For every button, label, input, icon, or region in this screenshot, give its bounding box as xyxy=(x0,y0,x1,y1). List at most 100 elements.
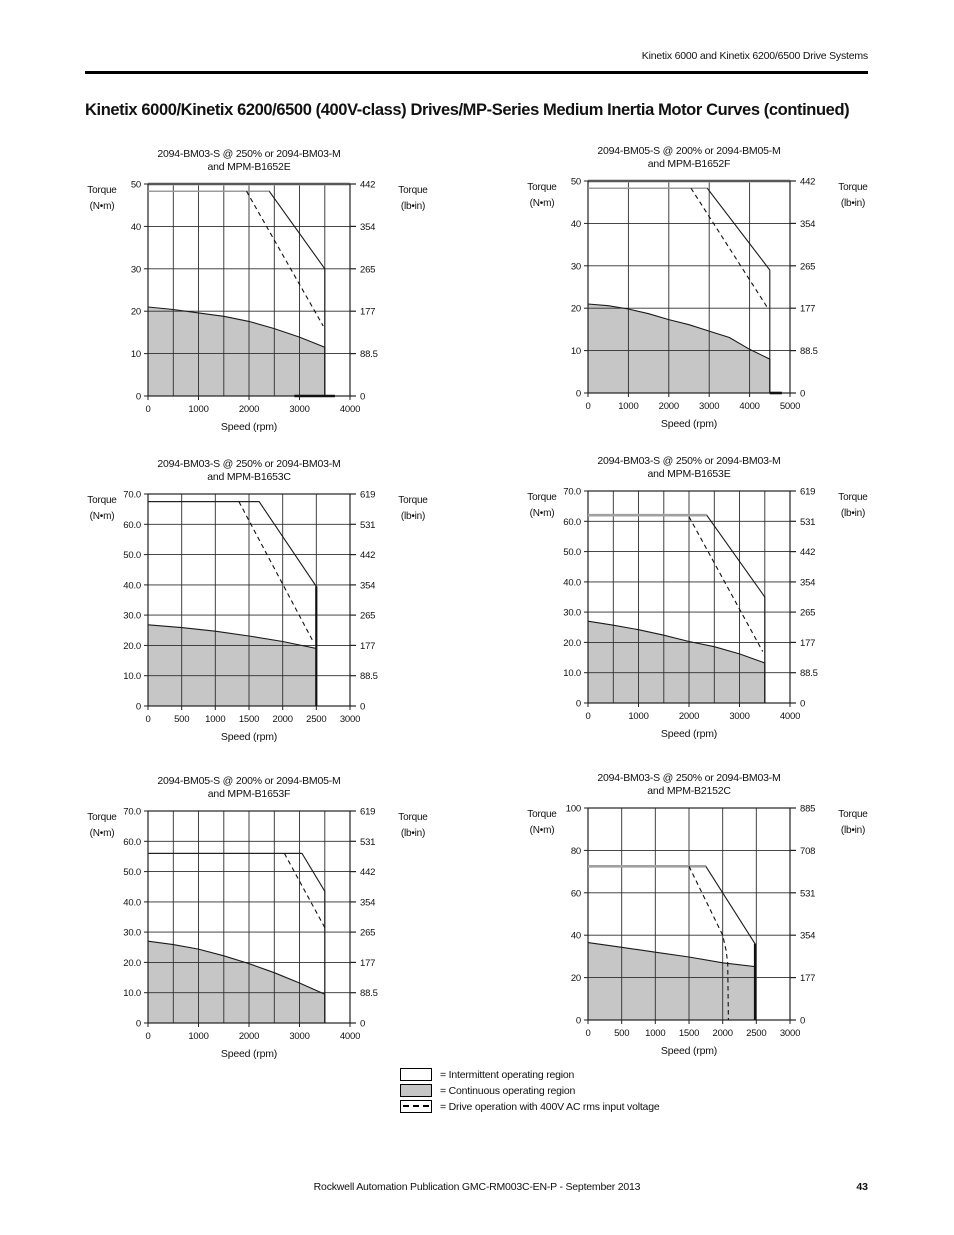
svg-text:2000: 2000 xyxy=(679,711,699,722)
svg-text:265: 265 xyxy=(800,608,815,619)
svg-text:10.0: 10.0 xyxy=(123,671,141,682)
chart-canvas: 70.0 619 60.0 531 50.0 442 40.0 354 30.0 265 20.0 1… xyxy=(85,803,435,1066)
chart-canvas: 50 442 40 354 30 265 20 177 10 88.5 0 0 0 1000 2000 300… xyxy=(85,176,435,439)
axis-labels: Torque (N•m) Torque (lb•in) Speed (rpm) xyxy=(87,812,428,1060)
svg-text:0: 0 xyxy=(576,1016,581,1027)
svg-text:1000: 1000 xyxy=(188,1031,208,1042)
svg-text:531: 531 xyxy=(360,520,375,531)
svg-text:2500: 2500 xyxy=(746,1028,766,1039)
svg-text:50: 50 xyxy=(131,180,141,191)
chart-block-mpm-b1653c: 2094-BM03-S @ 250% or 2094-BM03-M and MP… xyxy=(85,458,435,749)
continuous-boundary-line xyxy=(147,306,326,396)
intermittent-line xyxy=(148,190,335,398)
svg-text:88.5: 88.5 xyxy=(800,346,818,357)
continuous-boundary-line xyxy=(587,620,766,703)
continuous-region xyxy=(148,307,325,396)
svg-text:531: 531 xyxy=(360,837,375,848)
svg-text:1500: 1500 xyxy=(679,1028,699,1039)
chart-title-line1: 2094-BM05-S @ 200% or 2094-BM05-M xyxy=(157,775,341,787)
dashed-400v-line xyxy=(246,190,324,327)
svg-text:20: 20 xyxy=(571,973,581,984)
svg-text:70.0: 70.0 xyxy=(123,490,141,501)
intermittent-line xyxy=(148,501,318,706)
svg-text:354: 354 xyxy=(360,580,375,591)
svg-text:1500: 1500 xyxy=(239,714,259,725)
svg-text:Torque: Torque xyxy=(87,812,117,823)
chart-legend: = Intermittent operating region = Contin… xyxy=(400,1068,660,1116)
svg-text:354: 354 xyxy=(800,931,815,942)
chart-title-line1: 2094-BM03-S @ 250% or 2094-BM03-M xyxy=(157,148,341,160)
svg-text:Speed (rpm): Speed (rpm) xyxy=(661,1045,717,1057)
svg-text:(lb•in): (lb•in) xyxy=(401,828,425,839)
svg-text:265: 265 xyxy=(360,928,375,939)
chart-title-line2: and MPM-B1652F xyxy=(647,158,731,170)
svg-text:442: 442 xyxy=(360,180,375,191)
chart-title: 2094-BM05-S @ 200% or 2094-BM05-M and MP… xyxy=(85,775,413,801)
chart-plot-svg: 70.0 619 60.0 531 50.0 442 40.0 354 30.0 265 20.0 1… xyxy=(87,490,428,744)
svg-text:354: 354 xyxy=(800,577,815,588)
svg-text:0: 0 xyxy=(145,404,150,415)
chart-title-line2: and MPM-B1652E xyxy=(207,161,291,173)
legend-item-400v-dashed: = Drive operation with 400V AC rms input… xyxy=(400,1100,660,1113)
chart-plot-svg: 70.0 619 60.0 531 50.0 442 40.0 354 30.0 265 20.0 1… xyxy=(87,807,428,1061)
svg-text:265: 265 xyxy=(360,264,375,275)
svg-text:Torque: Torque xyxy=(87,185,117,196)
svg-text:20.0: 20.0 xyxy=(123,958,141,969)
chart-canvas: 70.0 619 60.0 531 50.0 442 40.0 354 30.0 265 20.0 1… xyxy=(525,483,875,746)
svg-text:442: 442 xyxy=(360,867,375,878)
svg-text:Torque: Torque xyxy=(87,495,117,506)
svg-text:10: 10 xyxy=(131,349,141,360)
svg-text:0: 0 xyxy=(800,699,805,710)
svg-text:0: 0 xyxy=(585,1028,590,1039)
header-rule xyxy=(85,71,868,74)
svg-text:531: 531 xyxy=(800,888,815,899)
svg-text:0: 0 xyxy=(136,392,141,403)
svg-text:177: 177 xyxy=(360,958,375,969)
svg-text:10: 10 xyxy=(571,346,581,357)
intermittent-region-swatch-icon xyxy=(400,1068,432,1081)
svg-text:30: 30 xyxy=(571,261,581,272)
svg-text:0: 0 xyxy=(145,1031,150,1042)
svg-text:0: 0 xyxy=(136,702,141,713)
svg-text:Torque: Torque xyxy=(527,182,557,193)
svg-text:30.0: 30.0 xyxy=(123,611,141,622)
svg-text:4000: 4000 xyxy=(340,1031,360,1042)
svg-text:1000: 1000 xyxy=(618,401,638,412)
svg-text:0: 0 xyxy=(360,1019,365,1030)
svg-text:1000: 1000 xyxy=(628,711,648,722)
chart-block-mpm-b1653e: 2094-BM03-S @ 250% or 2094-BM03-M and MP… xyxy=(525,455,875,746)
chart-title-line2: and MPM-B1653E xyxy=(647,468,731,480)
axis-labels: Torque (N•m) Torque (lb•in) Speed (rpm) xyxy=(87,185,428,433)
svg-text:100: 100 xyxy=(566,804,581,815)
svg-text:(lb•in): (lb•in) xyxy=(841,508,865,519)
chart-title-line2: and MPM-B1653C xyxy=(207,471,291,483)
dashed-line-swatch-icon xyxy=(400,1100,432,1113)
svg-text:177: 177 xyxy=(800,304,815,315)
svg-text:0: 0 xyxy=(576,389,581,400)
svg-text:619: 619 xyxy=(360,490,375,501)
svg-text:50.0: 50.0 xyxy=(563,547,581,558)
svg-text:708: 708 xyxy=(800,846,815,857)
legend-label: = Continuous operating region xyxy=(440,1084,576,1097)
svg-text:(N•m): (N•m) xyxy=(530,825,555,836)
chart-block-mpm-b1652e: 2094-BM03-S @ 250% or 2094-BM03-M and MP… xyxy=(85,148,435,439)
chart-title: 2094-BM03-S @ 250% or 2094-BM03-M and MP… xyxy=(85,458,413,484)
continuous-region xyxy=(588,304,770,393)
svg-text:Torque: Torque xyxy=(838,182,868,193)
legend-label: = Drive operation with 400V AC rms input… xyxy=(440,1100,660,1113)
svg-text:3000: 3000 xyxy=(729,711,749,722)
chart-title-line1: 2094-BM03-S @ 250% or 2094-BM03-M xyxy=(597,772,781,784)
svg-text:20: 20 xyxy=(131,307,141,318)
axis-ticks: 70.0 619 60.0 531 50.0 442 40.0 354 30.0 265 20.0 1… xyxy=(123,807,378,1043)
svg-text:(lb•in): (lb•in) xyxy=(841,825,865,836)
svg-text:(lb•in): (lb•in) xyxy=(841,198,865,209)
svg-text:88.5: 88.5 xyxy=(800,668,818,679)
intermittent-line xyxy=(588,187,782,395)
svg-text:2000: 2000 xyxy=(239,404,259,415)
svg-text:619: 619 xyxy=(360,807,375,818)
svg-text:3000: 3000 xyxy=(699,401,719,412)
svg-text:531: 531 xyxy=(800,517,815,528)
svg-text:60.0: 60.0 xyxy=(123,837,141,848)
